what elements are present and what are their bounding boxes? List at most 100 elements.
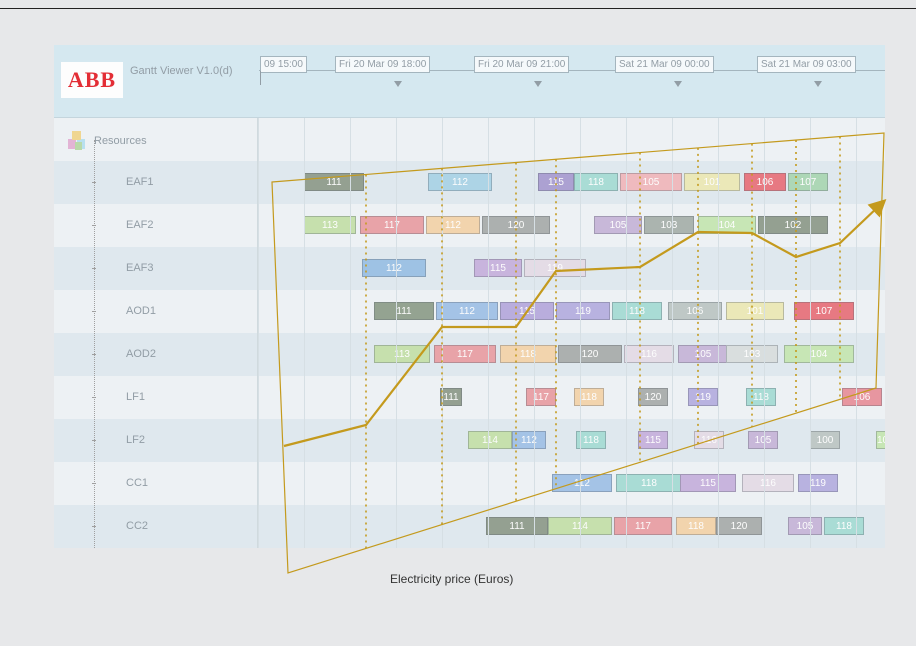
price-line [283, 198, 887, 448]
app-title: Gantt Viewer V1.0(d) [130, 65, 233, 77]
gantt-task[interactable]: 105 [594, 216, 642, 234]
gantt-task[interactable]: 114 [468, 431, 512, 449]
timeline-marker-1 [394, 81, 402, 87]
resource-row-cc1: CC1 112 118 115 116 119 [54, 462, 885, 505]
gantt-task[interactable]: 105 [620, 173, 682, 191]
gantt-task[interactable]: 112 [362, 259, 426, 277]
resource-name[interactable]: EAF1 [126, 176, 154, 188]
gantt-task[interactable]: 118 [612, 302, 662, 320]
gantt-task[interactable]: 115 [538, 173, 574, 191]
grid-line [304, 118, 305, 548]
resource-name[interactable]: CC2 [126, 520, 149, 532]
gantt-task[interactable]: 106 [744, 173, 786, 191]
gantt-task[interactable]: 112 [436, 302, 498, 320]
gantt-task[interactable]: 118 [574, 388, 604, 406]
gantt-task[interactable]: 107 [794, 302, 854, 320]
timeline-label-4: Sat 21 Mar 09 03:00 [757, 56, 856, 73]
gantt-task[interactable]: 118 [676, 517, 716, 535]
timeline-marker-4 [814, 81, 822, 87]
gantt-task[interactable]: 118 [824, 517, 864, 535]
resource-name[interactable]: AOD2 [126, 348, 156, 360]
gantt-task[interactable]: 111 [440, 388, 462, 406]
gantt-task[interactable]: 112 [552, 474, 612, 492]
gantt-task[interactable]: 105 [748, 431, 778, 449]
gantt-task[interactable]: 112 [428, 173, 492, 191]
gantt-task[interactable]: 111 [374, 302, 434, 320]
timeline-label-1: Fri 20 Mar 09 18:00 [335, 56, 431, 73]
gantt-task[interactable]: 119 [688, 388, 718, 406]
gantt-task[interactable]: 117 [614, 517, 672, 535]
gantt-task[interactable]: 105 [788, 517, 822, 535]
resources-icon [68, 131, 85, 150]
grid-line [396, 118, 397, 548]
resource-name[interactable]: EAF3 [126, 262, 154, 274]
gantt-task[interactable]: 101 [684, 173, 740, 191]
gantt-task[interactable]: 116 [624, 345, 674, 363]
overlay-caption: Electricity price (Euros) [390, 572, 514, 586]
resource-name[interactable]: EAF2 [126, 219, 154, 231]
gantt-task[interactable]: 119 [524, 259, 586, 277]
gantt-task[interactable]: 117 [526, 388, 556, 406]
resource-name[interactable]: LF1 [126, 391, 145, 403]
grid-line [580, 118, 581, 548]
gantt-task[interactable]: 115 [474, 259, 522, 277]
header-bar: ABB Gantt Viewer V1.0(d) 09 15:00 Fri 20… [54, 45, 885, 118]
resource-name[interactable]: LF2 [126, 434, 145, 446]
gantt-task[interactable]: 116 [742, 474, 794, 492]
resource-column: Resources [54, 118, 258, 548]
timeline-label-0: 09 15:00 [260, 56, 307, 73]
grid-line [672, 118, 673, 548]
resource-row-eaf3: EAF3 112 115 119 [54, 247, 885, 290]
gantt-task[interactable]: 106 [668, 302, 722, 320]
grid-line [258, 118, 259, 548]
grid-line [718, 118, 719, 548]
resource-name[interactable]: AOD1 [126, 305, 156, 317]
tree-connector [94, 140, 95, 548]
gantt-task[interactable]: 113 [374, 345, 430, 363]
gantt-task[interactable]: 118 [576, 431, 606, 449]
resource-name[interactable]: CC1 [126, 477, 149, 489]
gantt-task[interactable]: 101 [726, 302, 784, 320]
gantt-task[interactable]: 115 [680, 474, 736, 492]
gantt-task[interactable]: 112 [426, 216, 480, 234]
timeline-axis [259, 70, 885, 71]
grid-line [626, 118, 627, 548]
gantt-task[interactable]: 120 [558, 345, 622, 363]
gantt-task[interactable]: 120 [638, 388, 668, 406]
resource-row-eaf1: EAF1 111 112 115 118 105 101 106 107 [54, 161, 885, 204]
gantt-task[interactable]: 106 [842, 388, 882, 406]
grid-line [488, 118, 489, 548]
gantt-task[interactable]: 117 [360, 216, 424, 234]
resources-root-label[interactable]: Resources [94, 135, 147, 147]
grid-line [350, 118, 351, 548]
timeline-tick [260, 71, 261, 85]
gantt-task[interactable]: 118 [746, 388, 776, 406]
gantt-task[interactable]: 107 [788, 173, 828, 191]
gantt-task[interactable]: 115 [638, 431, 668, 449]
price-frame [271, 132, 885, 574]
gantt-task[interactable]: 111 [486, 517, 548, 535]
grid-line [810, 118, 811, 548]
top-rule [0, 8, 916, 9]
gantt-task[interactable]: 117 [434, 345, 496, 363]
gantt-task[interactable]: 103 [644, 216, 694, 234]
gantt-task[interactable]: 104 [876, 431, 885, 449]
resource-row-lf1: LF1 111 117 118 120 119 118 106 [54, 376, 885, 419]
timeline-label-3: Sat 21 Mar 09 00:00 [615, 56, 714, 73]
gantt-task[interactable]: 118 [500, 345, 556, 363]
resource-row-lf2: LF2114112118115116105100104 [54, 419, 885, 462]
gantt-task[interactable]: 118 [574, 173, 618, 191]
gantt-task[interactable]: 113 [304, 216, 356, 234]
gantt-task[interactable]: 112 [512, 431, 546, 449]
gantt-task[interactable]: 120 [716, 517, 762, 535]
gantt-task[interactable]: 119 [798, 474, 838, 492]
grid-line [442, 118, 443, 548]
grid-line [764, 118, 765, 548]
resource-row-eaf2: EAF2 113 117 112 120 105 103 104 102 [54, 204, 885, 247]
gantt-task[interactable]: 104 [784, 345, 854, 363]
resource-row-aod2: AOD2113117118120116105103104 [54, 333, 885, 376]
abb-logo: ABB [61, 62, 123, 98]
grid-line [534, 118, 535, 548]
gantt-viewer-window: ABB Gantt Viewer V1.0(d) 09 15:00 Fri 20… [54, 45, 885, 548]
